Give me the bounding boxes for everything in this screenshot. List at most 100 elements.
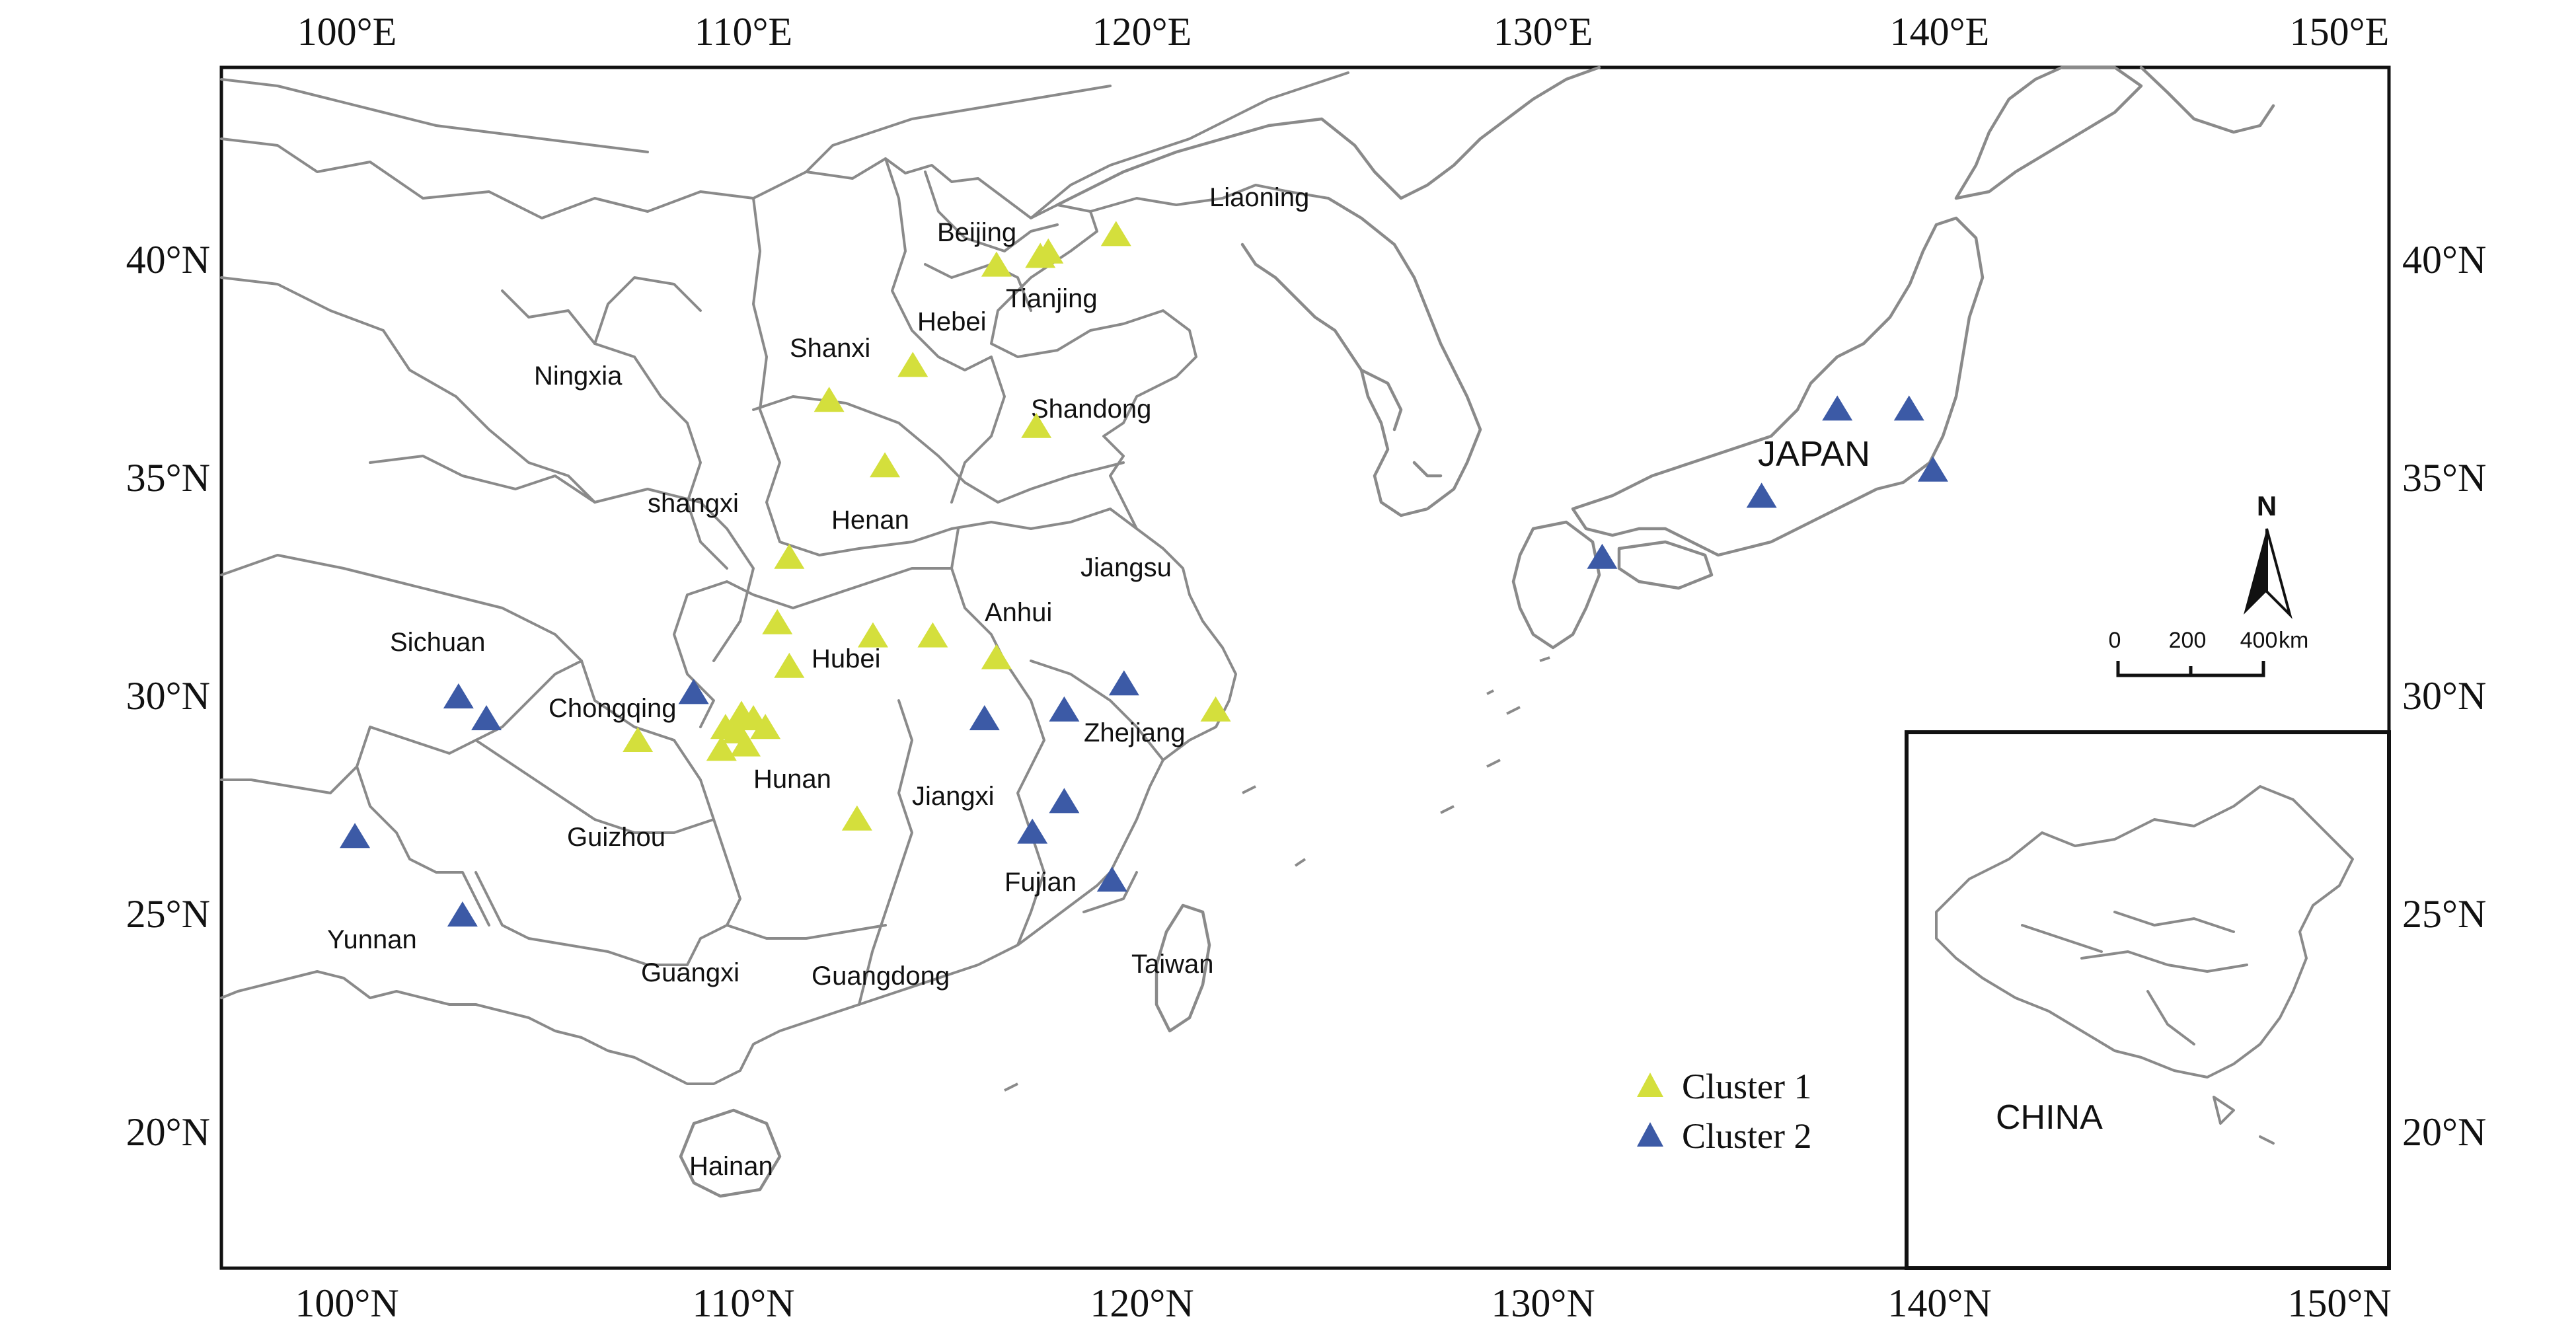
small-islands	[1004, 656, 1550, 1092]
bottom-axis-label: 150°N	[2287, 1281, 2391, 1325]
left-axis-label: 35°N	[126, 456, 210, 500]
region-label-hainan: Hainan	[689, 1152, 773, 1181]
region-label-shanxi: Shanxi	[790, 334, 870, 363]
bottom-axis-label: 110°N	[692, 1281, 794, 1325]
region-label-japan: JAPAN	[1758, 434, 1870, 474]
region-label-guizhou: Guizhou	[567, 823, 665, 852]
cluster-1-site-marker	[841, 805, 872, 831]
cluster-1-site-marker	[981, 644, 1012, 669]
cluster-2-site-marker	[678, 679, 709, 704]
cluster-1-site-marker	[774, 543, 805, 569]
cluster-2-site-marker	[1822, 395, 1853, 421]
region-label-guangdong: Guangdong	[812, 962, 950, 991]
cluster-1-site-marker	[917, 622, 948, 648]
cluster-1-site-marker	[981, 251, 1012, 277]
left-axis-label: 40°N	[126, 238, 210, 282]
north-arrow: N	[2244, 490, 2292, 619]
top-axis-label: 110°E	[695, 10, 792, 54]
right-axis-label: 30°N	[2402, 674, 2486, 718]
region-label-henan: Henan	[831, 506, 909, 535]
cluster-2-site-marker	[1049, 696, 1080, 722]
north-label: N	[2257, 490, 2277, 521]
top-axis-label: 100°E	[297, 10, 397, 54]
scale-bar-line	[2116, 661, 2265, 677]
region-label-yunnan: Yunnan	[327, 925, 417, 954]
cluster-2-sites	[340, 395, 1948, 927]
cluster-1-site-marker	[897, 352, 928, 377]
cluster-1-site-marker	[774, 652, 805, 678]
region-label-jiangsu: Jiangsu	[1080, 553, 1172, 582]
scale-label-400: 400	[2240, 628, 2278, 653]
japan-honshu	[1571, 216, 1985, 557]
legend-marker-cluster-1	[1637, 1073, 1663, 1097]
cluster-1-site-marker	[623, 727, 654, 752]
north-arrow-right-half	[2265, 528, 2292, 619]
right-axis-label: 20°N	[2402, 1110, 2486, 1154]
right-axis-label: 35°N	[2402, 456, 2486, 500]
left-axis-label: 25°N	[126, 892, 210, 936]
inset-frame	[1905, 730, 2391, 1270]
cluster-1-site-marker	[710, 714, 741, 739]
region-label-tianjing: Tianjing	[1006, 284, 1098, 313]
cluster-2-site-marker	[471, 705, 502, 730]
legend-marker-cluster-2	[1637, 1122, 1663, 1147]
cluster-1-site-marker	[1033, 238, 1064, 264]
region-labels: Liaoning Beijing Tianjing Hebei Shanxi N…	[327, 183, 1870, 1181]
cluster-1-site-marker	[857, 622, 888, 648]
hainan-island	[679, 1108, 782, 1198]
cluster-2-site-marker	[1108, 670, 1139, 696]
cluster-2-site-marker	[443, 683, 474, 708]
scale-unit: km	[2279, 628, 2308, 653]
top-axis-label: 120°E	[1092, 10, 1192, 54]
cluster-1-site-marker	[750, 714, 781, 739]
right-axis-label: 40°N	[2402, 238, 2486, 282]
region-label-fujian: Fujian	[1004, 868, 1077, 897]
region-label-beijing: Beijing	[937, 218, 1016, 247]
northeast-asia-coastline	[1055, 65, 1601, 207]
cluster-2-site-marker	[340, 823, 371, 849]
bottom-axis-label: 140°N	[1887, 1281, 1991, 1325]
inset-label-china: CHINA	[1996, 1098, 2103, 1137]
cluster-2-site-marker	[1096, 866, 1127, 892]
cluster-1-site-marker	[1021, 412, 1052, 438]
japan-shikoku	[1617, 540, 1714, 590]
top-axis-label: 140°E	[1890, 10, 1990, 54]
region-label-shandong: Shandong	[1031, 395, 1151, 424]
cluster-1-site-marker	[706, 736, 737, 761]
cluster-2-site-marker	[1917, 456, 1948, 482]
cluster-2-site-marker	[1049, 788, 1080, 814]
legend-label-cluster-2: Cluster 2	[1682, 1116, 1812, 1156]
region-label-sichuan: Sichuan	[390, 628, 486, 657]
korea-peninsula	[1240, 196, 1482, 517]
cluster-1-site-marker	[1100, 221, 1131, 246]
cluster-2-site-marker	[1893, 395, 1924, 421]
north-arrow-left-half	[2244, 529, 2267, 615]
bottom-axis: 100°N 110°N 120°N 130°N 140°N 150°N	[295, 1281, 2391, 1325]
japan-kyushu	[1511, 520, 1601, 650]
inset-map	[1905, 730, 2391, 1270]
cluster-2-site-marker	[969, 705, 1000, 730]
left-axis-label: 30°N	[126, 674, 210, 718]
region-label-guangxi: Guangxi	[641, 958, 739, 987]
top-axis: 100°E 110°E 120°E 130°E 140°E 150°E	[297, 10, 2390, 54]
cluster-2-site-marker	[1746, 482, 1777, 508]
region-label-chongqing: Chongqing	[549, 694, 677, 723]
top-axis-label: 130°E	[1494, 10, 1593, 54]
left-axis: 40°N 35°N 30°N 25°N 20°N	[126, 238, 210, 1154]
top-axis-label: 150°E	[2290, 10, 2390, 54]
right-axis: 40°N 35°N 30°N 25°N 20°N	[2402, 238, 2486, 1154]
scale-label-0: 0	[2109, 628, 2121, 653]
region-label-hunan: Hunan	[753, 765, 831, 794]
region-label-liaoning: Liaoning	[1209, 183, 1309, 212]
scale-label-200: 200	[2169, 628, 2207, 653]
region-label-hebei: Hebei	[917, 307, 987, 336]
right-axis-label: 25°N	[2402, 892, 2486, 936]
japan-hokkaido	[1954, 65, 2143, 200]
region-label-jiangxi: Jiangxi	[912, 782, 995, 811]
cluster-1-site-marker	[814, 387, 845, 412]
region-label-shangxi: shangxi	[648, 489, 739, 518]
cluster-1-site-marker	[730, 731, 761, 757]
cluster-2-site-marker	[1587, 543, 1618, 569]
